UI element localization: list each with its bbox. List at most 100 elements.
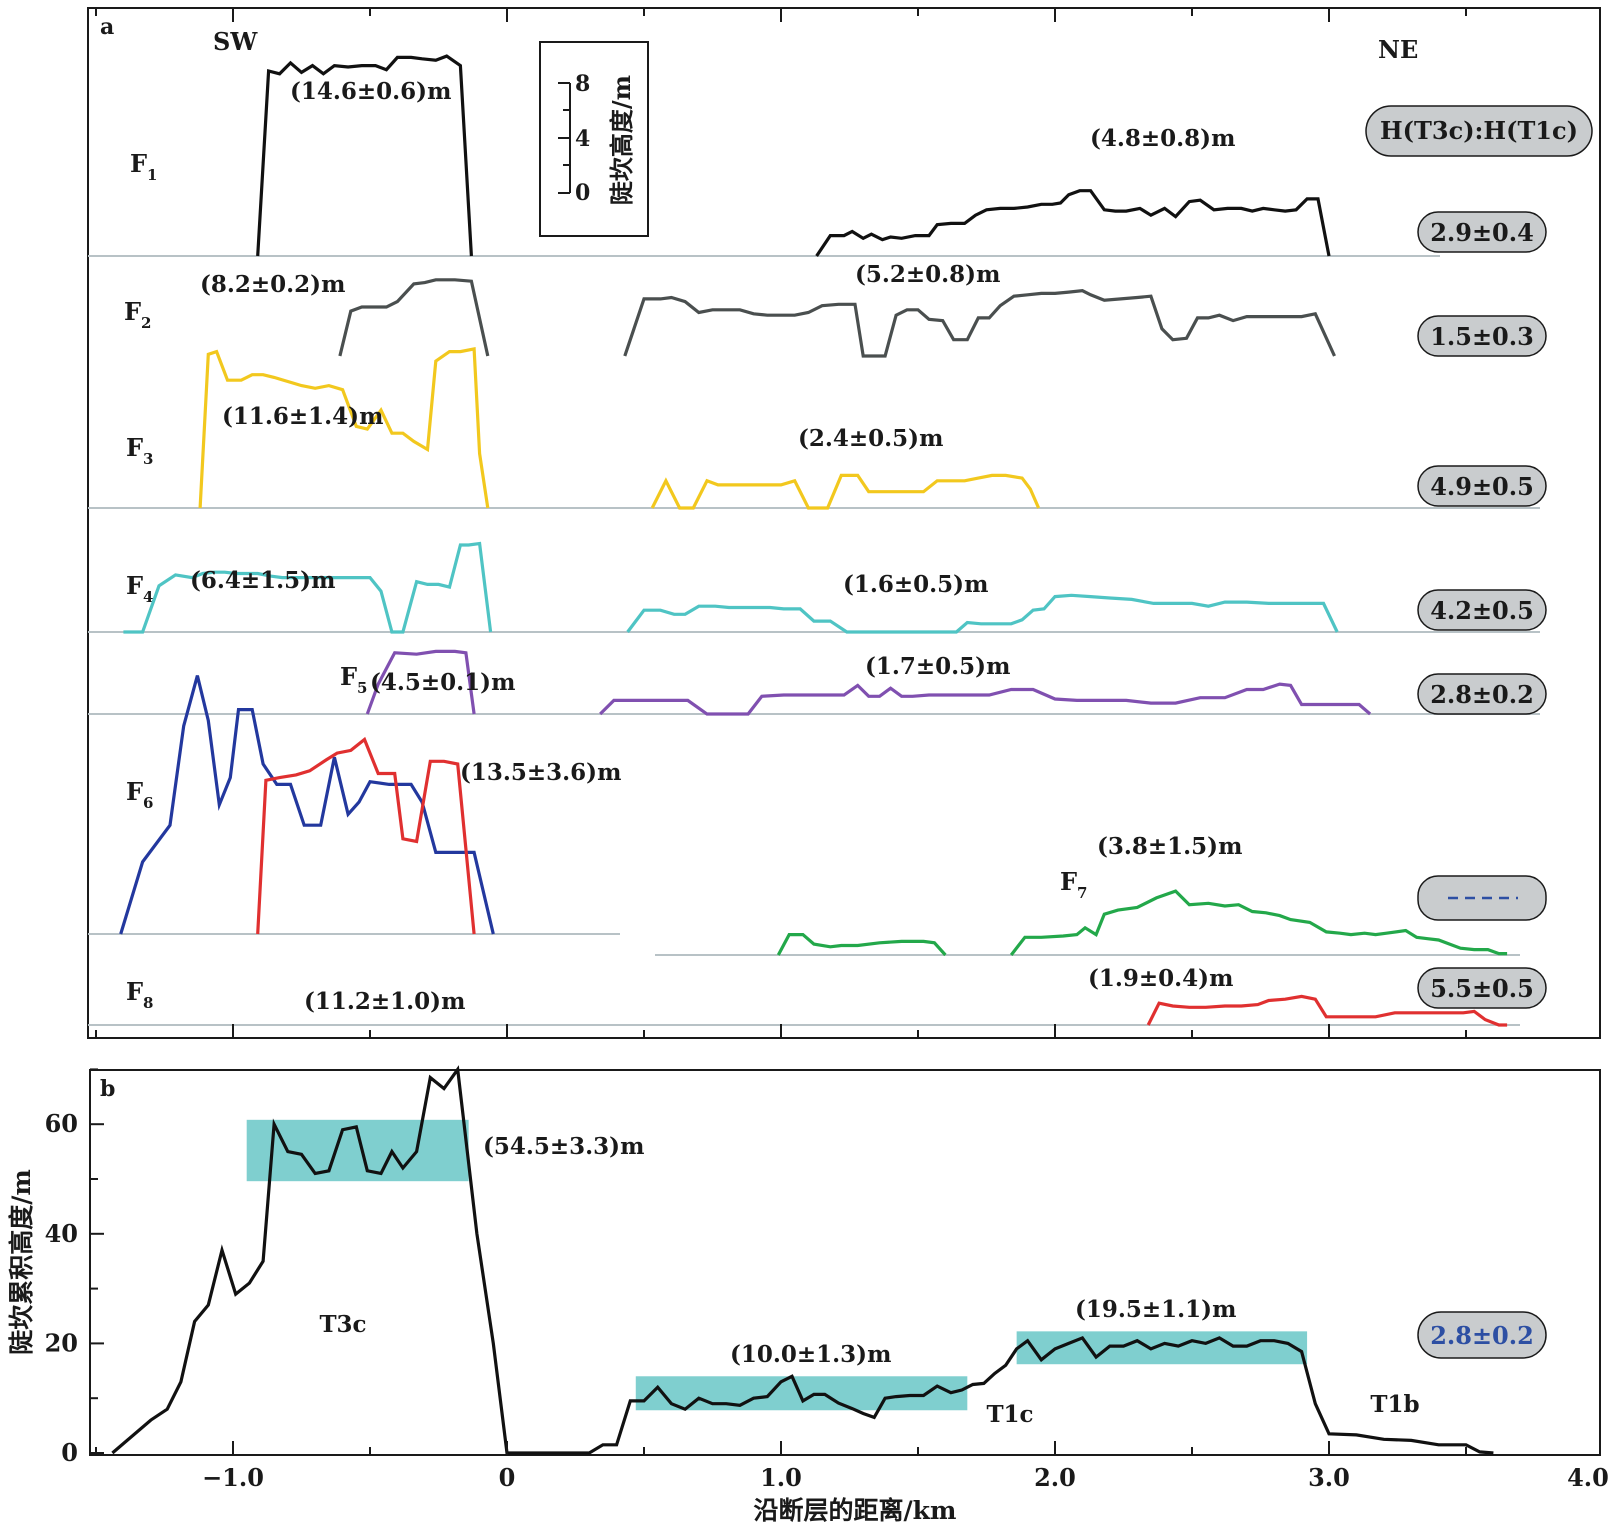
profile-value-label-f4-1: (6.4±1.5)m <box>190 567 335 594</box>
inset-scale-label: 陡坎高度/m <box>607 75 636 205</box>
fault-label-f7: F7 <box>1060 867 1087 902</box>
ratio-badge-text: 4.9±0.5 <box>1430 472 1534 501</box>
mean-height-band <box>635 1376 968 1411</box>
ratio-header: H(T3c):H(T1c) <box>1365 105 1593 157</box>
x-tick-label: −1.0 <box>202 1463 264 1492</box>
y-axis-label: 陡坎累积高度/m <box>7 1169 36 1355</box>
y-tick-label: 20 <box>45 1328 78 1357</box>
ratio-badge-shape <box>1417 589 1547 631</box>
profile-line-f1-2 <box>815 189 1331 257</box>
ratio-badge: 2.8±0.2 <box>1417 673 1547 715</box>
ratio-badge: 4.9±0.5 <box>1417 465 1547 507</box>
mean-height-band <box>1016 1331 1308 1365</box>
ratio-badge-text: 5.5±0.5 <box>1430 974 1534 1003</box>
profile-line-f7-2 <box>1009 889 1508 956</box>
ratio-badge-shape <box>1417 465 1547 507</box>
x-tick-label: 4.0 <box>1567 1463 1609 1492</box>
ratio-header-text: H(T3c):H(T1c) <box>1380 116 1578 145</box>
ratio-badge: 2.9±0.4 <box>1417 211 1547 253</box>
inset-tick-0: 0 <box>575 180 590 206</box>
profile-line-f8-2 <box>1146 994 1508 1027</box>
inset-tick-4: 4 <box>575 126 590 152</box>
fault-label-f3: F3 <box>126 433 153 468</box>
x-tick-label: 2.0 <box>1034 1463 1076 1492</box>
profile-line-f1-1 <box>256 54 473 257</box>
profile-value-label-f3-1: (11.6±1.4)m <box>222 403 383 430</box>
band-value-label: (10.0±1.3)m <box>730 1341 891 1368</box>
panel-b-label: b <box>100 1076 115 1102</box>
profile-line-f5-2 <box>599 682 1372 716</box>
ratio-badge: ---- <box>1417 875 1547 921</box>
profile-line-f2-2 <box>623 289 1336 358</box>
profile-line-f8-1 <box>256 736 476 935</box>
y-tick-label: 60 <box>45 1109 78 1138</box>
x-tick-label: 0 <box>499 1463 516 1492</box>
panel-a-x-axis <box>95 8 1467 1038</box>
y-tick-label: 0 <box>61 1438 78 1467</box>
profile-value-label-f7-2: (3.8±1.5)m <box>1097 833 1242 860</box>
inset-scale-axis <box>558 82 571 194</box>
fault-label-f2: F2 <box>124 297 151 332</box>
profile-f4: F4 (6.4±1.5)m (1.6±0.5)m <box>88 541 1540 634</box>
ratio-badge-b-text: 2.8±0.2 <box>1430 1321 1534 1350</box>
profile-f2: F2 (8.2±0.2)m (5.2±0.8)m <box>124 261 1336 358</box>
x-tick-label: 1.0 <box>760 1463 802 1492</box>
profile-value-label-f3-2: (2.4±0.5)m <box>798 425 943 452</box>
profile-f3: F3 (11.6±1.4)m (2.4±0.5)m <box>88 346 1540 510</box>
profile-value-label-f5-1: (4.5±0.1)m <box>370 669 515 696</box>
panel-b-plot: (54.5±3.3)m (10.0±1.3)m (19.5±1.1)m 0 20 40 60… <box>45 1065 1609 1492</box>
ratio-header-badge <box>1365 105 1593 157</box>
panel-a-frame <box>87 7 1601 1039</box>
fault-label-f8: F8 <box>126 977 153 1012</box>
annotation-t3c: T3c <box>319 1311 366 1338</box>
profile-line-f5-1 <box>365 649 476 715</box>
profile-f7: F7 (3.8±1.5)m <box>655 833 1520 957</box>
profile-line-f7-1 <box>776 933 947 957</box>
fault-label-f5: F5 <box>340 662 367 697</box>
ratio-badge-text: 4.2±0.5 <box>1430 596 1534 625</box>
fault-label-f1: F1 <box>130 149 157 184</box>
direction-sw: SW <box>213 27 258 56</box>
profile-line-f4-1 <box>123 541 493 634</box>
annotation-t1c: T1c <box>986 1401 1033 1428</box>
profile-f8: F8 (11.2±1.0)m (1.9±0.4)m <box>88 736 1520 1027</box>
ratio-badge-shape <box>1417 673 1547 715</box>
ratio-badge-text: 2.9±0.4 <box>1430 218 1534 247</box>
profile-value-label-f4-2: (1.6±0.5)m <box>843 571 988 598</box>
cumulative-height-line <box>111 1065 1494 1455</box>
profile-line-f4-2 <box>626 593 1339 634</box>
annotation-t1b: T1b <box>1370 1391 1419 1418</box>
profile-value-label-f1-2: (4.8±0.8)m <box>1090 125 1235 152</box>
profile-value-label-f2-2: (5.2±0.8)m <box>855 261 1000 288</box>
inset-scale: 8 4 0 陡坎高度/m <box>539 41 649 237</box>
ratio-badge-b: 2.8±0.2 <box>1417 1311 1547 1359</box>
band-value-label: (19.5±1.1)m <box>1075 1296 1236 1323</box>
fault-label-f6: F6 <box>126 777 153 812</box>
profile-line-f6-1 <box>119 675 495 935</box>
ratio-badge-shape <box>1417 967 1547 1009</box>
panel-b-frame <box>89 1069 1601 1456</box>
profile-value-label-f6-1: (13.5±3.6)m <box>460 759 621 786</box>
ratio-badge-shape <box>1417 211 1547 253</box>
ratio-badge-text: 1.5±0.3 <box>1430 322 1534 351</box>
panel-a-plot: F1 (14.6±0.6)m (4.8±0.8)m F2 (8.2±0.2)m (5.2±… <box>88 54 1547 1027</box>
ratio-badge-shape <box>1417 315 1547 357</box>
x-tick-label: 3.0 <box>1308 1463 1350 1492</box>
inset-tick-8: 8 <box>575 71 590 97</box>
panel-a-label: a <box>100 14 114 40</box>
profile-value-label-f8-1: (11.2±1.0)m <box>304 988 465 1015</box>
profile-f5: F5 (4.5±0.1)m (1.7±0.5)m <box>88 649 1540 716</box>
band-value-label: (54.5±3.3)m <box>483 1133 644 1160</box>
ratio-badge-text: 2.8±0.2 <box>1430 680 1534 709</box>
ratio-badge: 5.5±0.5 <box>1417 967 1547 1009</box>
ratio-badge: 4.2±0.5 <box>1417 589 1547 631</box>
profile-value-label-f1-1: (14.6±0.6)m <box>290 78 451 105</box>
profile-value-label-f5-2: (1.7±0.5)m <box>865 653 1010 680</box>
ratio-badge: 1.5±0.3 <box>1417 315 1547 357</box>
ratio-badge-b-shape <box>1417 1311 1547 1359</box>
profile-line-f3-2 <box>650 473 1041 510</box>
profile-value-label-f8-2: (1.9±0.4)m <box>1088 965 1233 992</box>
profile-f1: F1 (14.6±0.6)m (4.8±0.8)m <box>88 54 1440 257</box>
profile-line-f2-1 <box>338 278 490 357</box>
